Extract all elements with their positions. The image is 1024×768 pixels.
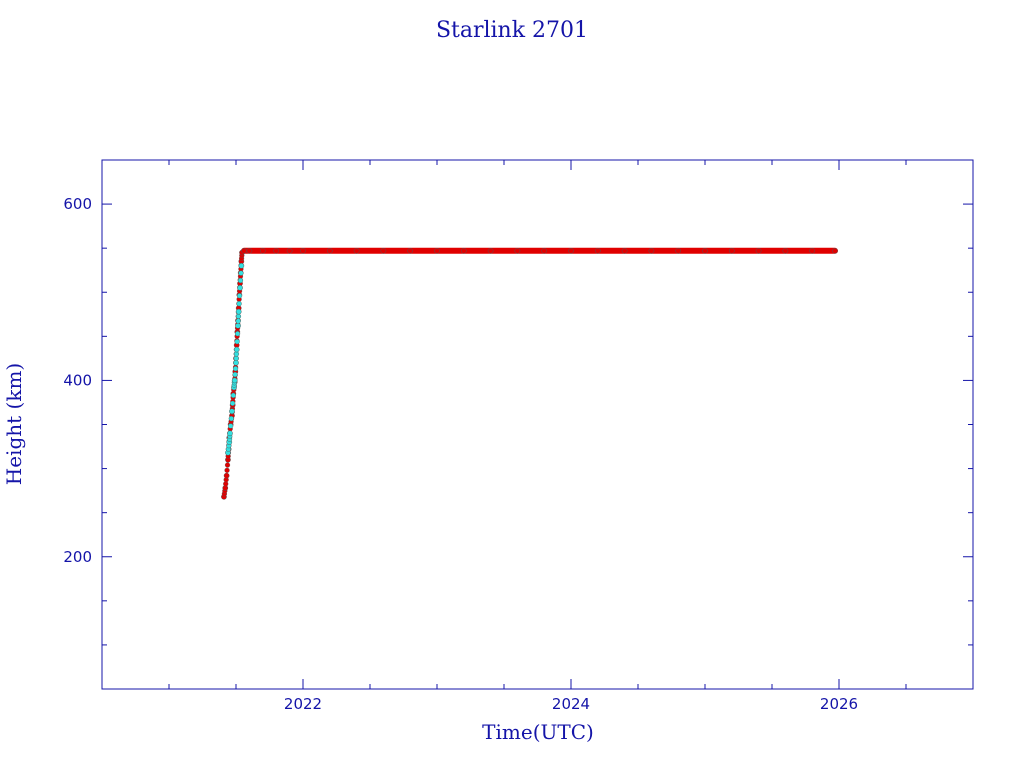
data-point — [233, 346, 240, 353]
data-series — [221, 247, 838, 500]
data-point — [236, 301, 242, 307]
data-point — [353, 247, 360, 254]
data-point — [300, 247, 306, 254]
series-1 — [225, 262, 245, 456]
data-point — [259, 247, 266, 254]
data-point — [227, 430, 233, 437]
y-tick-label: 400 — [63, 371, 92, 389]
data-point — [236, 293, 243, 299]
data-point — [237, 277, 244, 284]
data-point — [514, 247, 521, 254]
data-point — [380, 247, 387, 254]
data-point — [235, 318, 241, 324]
data-point — [229, 408, 235, 415]
data-point — [755, 247, 762, 254]
x-tick-label: 2022 — [284, 695, 322, 713]
data-point — [224, 467, 230, 473]
data-point — [832, 247, 838, 254]
x-tick-label: 2024 — [552, 695, 590, 713]
data-point — [407, 247, 414, 254]
data-point — [460, 247, 467, 254]
data-point — [675, 247, 682, 254]
data-point — [234, 339, 240, 345]
data-point — [728, 247, 735, 254]
data-point — [224, 462, 231, 468]
axis-ticks — [101, 159, 974, 689]
data-point — [621, 247, 628, 254]
series-0 — [221, 247, 838, 500]
data-point — [809, 247, 816, 254]
data-point — [487, 247, 494, 254]
data-point — [232, 371, 238, 378]
data-point — [235, 313, 242, 319]
data-point — [246, 247, 253, 254]
data-point — [702, 247, 708, 254]
data-point — [230, 400, 236, 406]
data-point — [326, 247, 333, 254]
data-point — [231, 377, 238, 384]
data-point — [237, 284, 243, 291]
y-tick-label: 200 — [63, 548, 92, 566]
x-tick-label: 2026 — [820, 695, 858, 713]
data-point — [568, 247, 574, 254]
data-point — [273, 247, 280, 254]
data-point — [228, 416, 234, 422]
data-point — [434, 247, 440, 254]
data-point — [541, 247, 548, 254]
data-point — [238, 270, 244, 276]
data-point — [238, 262, 245, 269]
data-point — [648, 247, 655, 254]
data-point — [594, 247, 601, 254]
data-point — [235, 308, 242, 315]
data-point — [232, 366, 239, 372]
data-point — [782, 247, 789, 254]
data-point — [230, 392, 236, 399]
data-point — [241, 247, 247, 254]
axis-tick-labels: 2022 2024 2026 200 400 600 — [63, 195, 858, 713]
y-axis-label: Height (km) — [2, 363, 26, 485]
data-point — [228, 423, 234, 429]
data-point — [234, 331, 241, 337]
data-point — [235, 322, 241, 329]
data-point — [223, 472, 230, 479]
y-tick-label: 600 — [63, 195, 92, 213]
data-point — [233, 355, 239, 361]
chart-title: Starlink 2701 — [436, 18, 588, 43]
data-point — [286, 247, 293, 254]
x-axis-label: Time(UTC) — [482, 720, 594, 744]
